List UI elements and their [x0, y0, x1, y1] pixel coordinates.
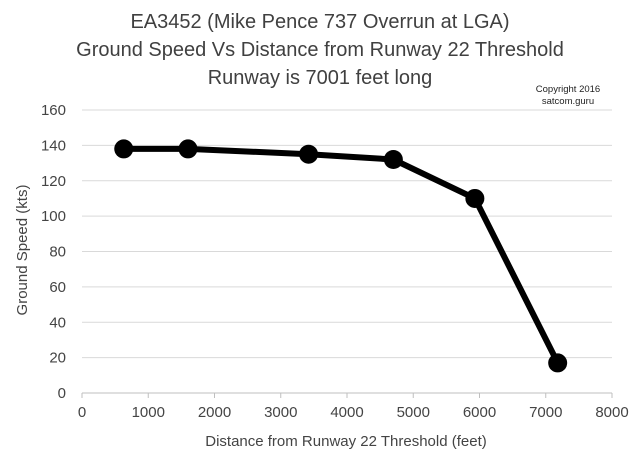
- data-point: [383, 150, 403, 170]
- x-tick-label: 3000: [264, 404, 297, 421]
- y-tick-label: 80: [49, 244, 66, 261]
- chart-title: EA3452 (Mike Pence 737 Overrun at LGA) G…: [76, 11, 564, 89]
- x-tick-label: 4000: [330, 404, 363, 421]
- y-tick-label: 140: [41, 137, 66, 154]
- data-series: [114, 139, 568, 373]
- y-tick-label: 0: [58, 385, 66, 402]
- copyright-line-1: Copyright 2016: [536, 84, 600, 95]
- x-tick-label: 0: [78, 404, 86, 421]
- y-tick-label: 60: [49, 279, 66, 296]
- axes: [81, 392, 613, 398]
- y-tick-label: 20: [49, 350, 66, 367]
- x-tick-label: 7000: [529, 404, 562, 421]
- y-tick-label: 40: [49, 314, 66, 331]
- x-tick-label: 8000: [595, 404, 628, 421]
- data-point: [114, 139, 134, 159]
- series-line: [123, 145, 561, 365]
- x-tick-label: 6000: [463, 404, 496, 421]
- y-axis-title: Ground Speed (kts): [14, 185, 31, 316]
- x-axis-tick-labels: 0 1000 2000 3000 4000 5000 6000 7000 8000: [78, 404, 629, 421]
- data-point: [548, 353, 568, 373]
- x-tick-label: 5000: [397, 404, 430, 421]
- y-tick-label: 100: [41, 208, 66, 225]
- copyright-line-2: satcom.guru: [542, 96, 594, 107]
- gridlines: [82, 109, 612, 359]
- chart-title-line-2: Ground Speed Vs Distance from Runway 22 …: [76, 39, 564, 61]
- chart-title-line-1: EA3452 (Mike Pence 737 Overrun at LGA): [130, 11, 509, 33]
- x-tick-label: 2000: [198, 404, 231, 421]
- x-tick-label: 1000: [132, 404, 165, 421]
- y-axis-tick-labels: 0 20 40 60 80 100 120 140 160: [41, 102, 66, 402]
- chart-title-line-3: Runway is 7001 feet long: [208, 67, 433, 89]
- copyright-note: Copyright 2016 satcom.guru: [536, 84, 600, 107]
- x-axis-title: Distance from Runway 22 Threshold (feet): [205, 433, 487, 450]
- y-tick-label: 120: [41, 173, 66, 190]
- data-point: [465, 188, 485, 208]
- data-point: [178, 139, 198, 159]
- y-tick-label: 160: [41, 102, 66, 119]
- data-point: [299, 144, 319, 164]
